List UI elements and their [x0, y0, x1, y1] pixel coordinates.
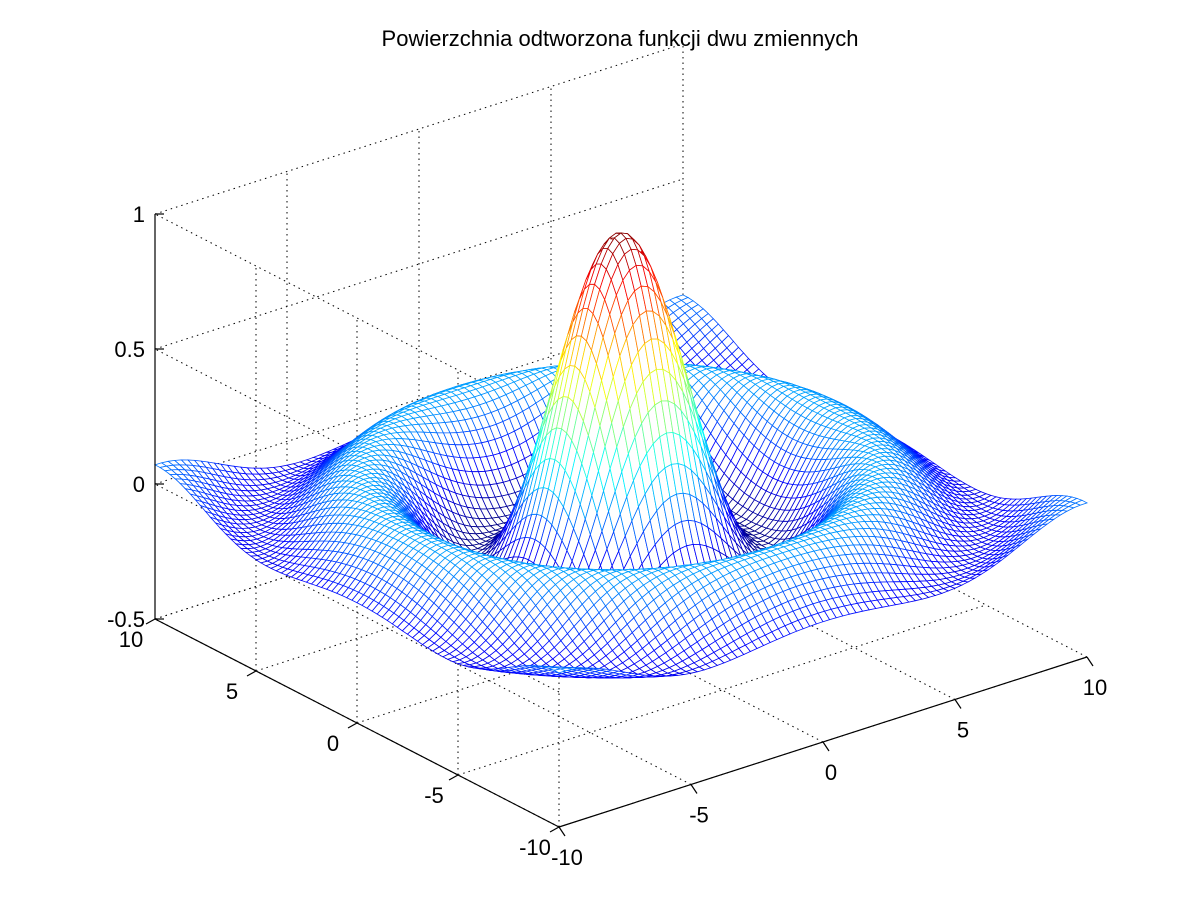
surface-mesh — [153, 232, 1089, 679]
grid-line — [457, 604, 987, 776]
grid-line — [154, 178, 684, 350]
grid-line — [154, 43, 684, 215]
chart-title: Powierzchnia odtworzona funkcji dwu zmie… — [382, 26, 859, 51]
